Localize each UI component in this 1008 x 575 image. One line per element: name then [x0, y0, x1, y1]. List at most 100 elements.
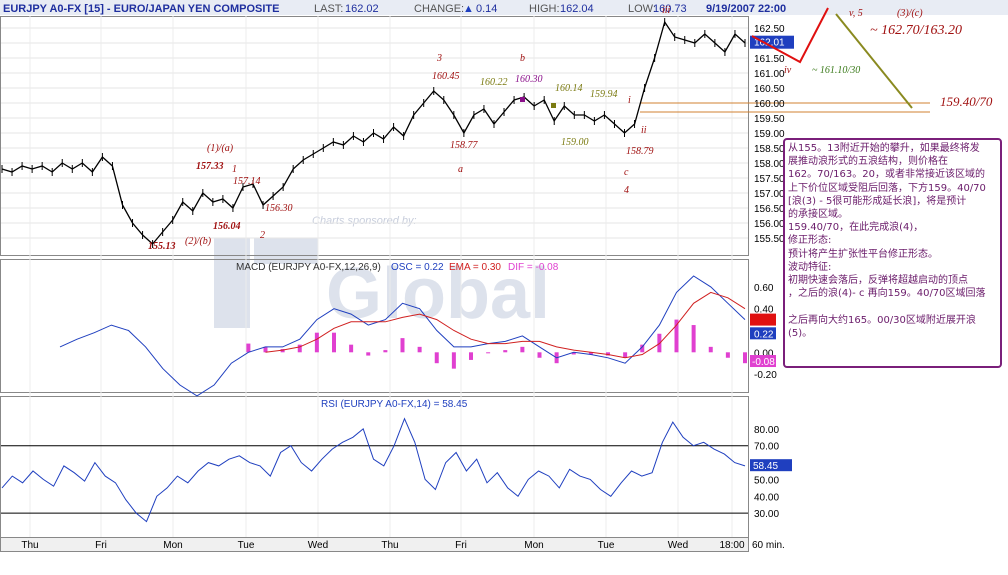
- wave-label: 2: [260, 230, 265, 241]
- rsi-tick-label: 70.00: [754, 442, 779, 453]
- price-tick-label: 161.00: [754, 69, 785, 80]
- macd-histogram-bar: [297, 344, 302, 353]
- macd-histogram-bar: [280, 349, 285, 353]
- note-line: 162。70/163。20，或者非常接近该区域的: [788, 169, 985, 181]
- price-tick-label: 160.50: [754, 84, 785, 95]
- low-label: LOW:: [628, 3, 656, 15]
- note-line: (5)。: [788, 327, 813, 339]
- macd-histogram-bar: [246, 343, 251, 353]
- rsi-series: [1, 417, 748, 523]
- projection-wave-4-5: [751, 7, 829, 64]
- axis-labels: 155.50156.00156.50157.00157.50158.00158.…: [21, 24, 794, 551]
- macd-tick-label: 0.40: [754, 305, 774, 316]
- time-tick-label: 60 min.: [752, 540, 785, 551]
- macd-histogram-bar: [503, 350, 508, 353]
- wave-label: 159.40/70: [940, 94, 993, 109]
- macd-histogram-bar: [332, 332, 336, 353]
- time-tick-label: Fri: [455, 540, 467, 551]
- wave-label: 1: [232, 164, 237, 175]
- macd-dif-badge-bg: [750, 355, 776, 368]
- macd-histogram-bar: [486, 352, 491, 354]
- wave-label: 159.00: [561, 137, 589, 148]
- macd-histogram-bar: [640, 344, 645, 353]
- wave-annotations: 155.13 (2)/(b)156.04 2 156.30 157.141 157.33 (…: [148, 5, 993, 252]
- wave-label: 157.14: [233, 176, 261, 187]
- macd-ema-line: [265, 291, 746, 359]
- macd-line: [59, 275, 746, 397]
- time-tick-label: Fri: [95, 540, 107, 551]
- macd-histogram-bar: [417, 346, 422, 353]
- macd-histogram-bar: [588, 352, 593, 355]
- rsi-tick-label: 80.00: [754, 425, 779, 436]
- rsi-badge: 58.45: [753, 461, 778, 472]
- note-line: 初期快速会落后，反弹将超越启动的顶点: [788, 275, 968, 287]
- wave-label: a: [458, 164, 463, 175]
- time-tick-label: Thu: [21, 540, 38, 551]
- note-line: [788, 300, 997, 313]
- note-line: 展推动浪形式的五浪结构，则价格在: [788, 156, 948, 168]
- macd-osc: OSC = 0.22: [391, 262, 444, 273]
- wave-label: 158.77: [450, 140, 479, 151]
- macd-histogram-bar: [691, 325, 696, 353]
- watermark-logo-block: [214, 238, 250, 328]
- macd-histogram-bar: [708, 346, 713, 353]
- sponsor-text: Charts sponsored by:: [312, 215, 417, 227]
- rsi-label: RSI (EURJPY A0-FX,14) = 58.45: [321, 399, 468, 410]
- grid-lines: [1, 16, 748, 537]
- macd-histogram-bar: [383, 350, 388, 353]
- macd-histogram-bar: [451, 352, 456, 369]
- macd-histogram-bar: [314, 332, 319, 353]
- price-tick-label: 160.00: [754, 99, 785, 110]
- macd-histogram-bar: [366, 352, 371, 356]
- wave-label: 4: [624, 185, 629, 196]
- wave-label: ~ 161.10/30: [812, 65, 860, 76]
- wave-label: 155.13: [148, 241, 176, 252]
- macd-histogram-bar: [520, 346, 525, 353]
- price-tick-label: 162.50: [754, 24, 785, 35]
- wave-label: 3: [436, 53, 442, 64]
- price-tick-label: 156.00: [754, 219, 785, 230]
- time-axis-frame: [0, 537, 749, 552]
- header-bar: [0, 0, 1008, 15]
- wave-label: (3)/(c): [897, 8, 923, 19]
- projection-wave-4-down: [835, 13, 913, 109]
- macd-histogram-bar: [263, 346, 268, 353]
- macd-ema-badge-bg: [750, 313, 776, 326]
- wave-label: 156.04: [213, 221, 241, 232]
- price-series: [1, 18, 930, 248]
- macd-tick-label: -0.20: [754, 370, 777, 381]
- macd-osc-badge-bg: [750, 327, 776, 340]
- wave-label: iv: [784, 65, 792, 76]
- note-line: 之后再向大约165。00/30区域附近展开浪: [788, 314, 976, 326]
- wave-label: v, 5: [849, 8, 863, 19]
- wave-label: i: [628, 95, 631, 106]
- time-tick-label: 18:00: [719, 540, 744, 551]
- price-panel-frame: [0, 16, 749, 256]
- wave-b-marker: [520, 97, 525, 102]
- note-line: 修正形态:: [788, 235, 832, 247]
- change-value: 0.14: [476, 3, 497, 15]
- wave-label: 160.14: [555, 83, 583, 94]
- time-tick-label: Wed: [668, 540, 688, 551]
- note-line: 159.40/70，在此完成浪(4)，: [788, 222, 924, 234]
- note-line: 波动特征:: [788, 261, 832, 273]
- macd-histogram-bar: [743, 352, 747, 364]
- macd-series: [59, 275, 747, 397]
- wave-marker: [551, 103, 556, 108]
- macd-dif: DIF = -0.08: [508, 262, 559, 273]
- price-tick-label: 161.50: [754, 54, 785, 65]
- watermark-logo-bar: [254, 238, 318, 264]
- price-tick-label: 159.50: [754, 114, 785, 125]
- wave-label: 160.30: [515, 74, 543, 85]
- last-price-badge: 162.01: [754, 38, 785, 49]
- wave-label: (2)/(b): [185, 236, 212, 247]
- price-tick-label: 157.50: [754, 174, 785, 185]
- datetime: 9/19/2007 22:00: [706, 3, 786, 15]
- change-label: CHANGE:: [414, 3, 464, 15]
- macd-histogram-bar: [469, 352, 473, 360]
- last-label: LAST:: [314, 3, 343, 15]
- wave-label: 157.33: [196, 161, 224, 172]
- macd-histogram-bar: [725, 352, 730, 358]
- macd-histogram-bar: [606, 352, 610, 356]
